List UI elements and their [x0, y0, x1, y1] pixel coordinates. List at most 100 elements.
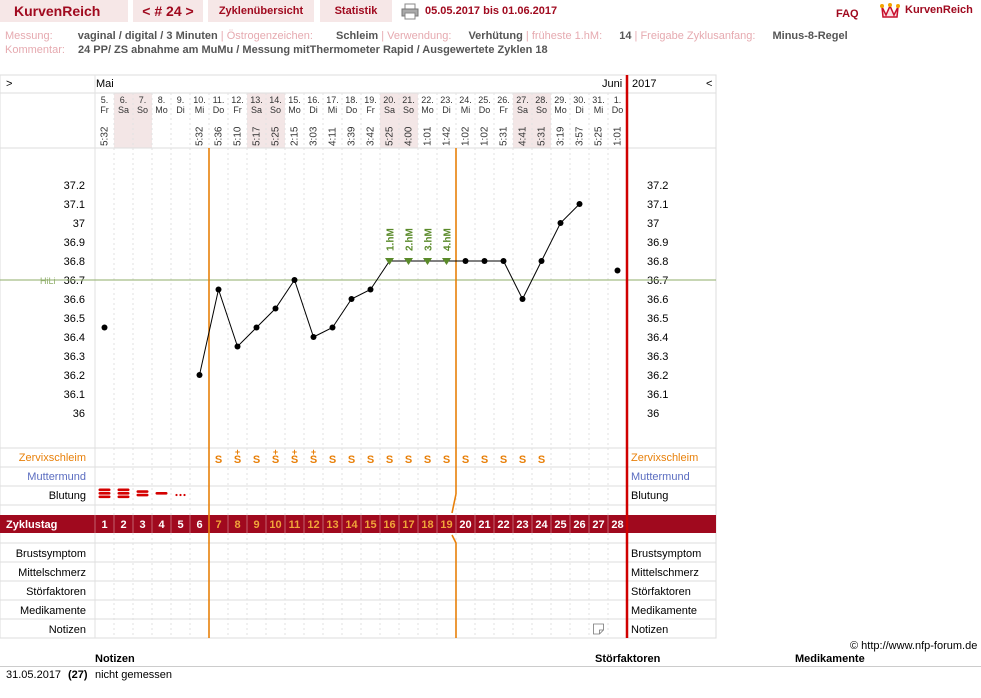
temperature-point: [481, 258, 488, 264]
tab-zyklenuebersicht[interactable]: Zyklenübersicht: [208, 0, 314, 22]
spotting-dot: [183, 493, 186, 497]
day-number: 7.: [139, 95, 147, 105]
notes-table-header: Notizen Störfaktoren Medikamente: [0, 653, 981, 665]
mucus-plus: +: [292, 447, 297, 457]
hm-label: 2.hM: [405, 228, 416, 251]
weekday: Mo: [554, 105, 567, 115]
cycle-day-number: 12: [307, 519, 319, 531]
weekday: Fr: [233, 105, 242, 115]
weekday: Mo: [155, 105, 168, 115]
y-tick-right: 37.2: [647, 180, 668, 192]
year: 2017: [632, 78, 656, 90]
cycle-day-number: 18: [421, 519, 433, 531]
infertile-end-kink: [451, 493, 457, 514]
weekday: Sa: [251, 105, 262, 115]
day-number: 30.: [573, 95, 586, 105]
weekday: Do: [213, 105, 225, 115]
day-number: 19.: [364, 95, 377, 105]
cycle-day-number: 27: [592, 519, 604, 531]
bleeding-mark: [136, 493, 149, 497]
day-number: 26.: [497, 95, 510, 105]
weekday: So: [270, 105, 281, 115]
mucus-mark: S: [329, 454, 336, 466]
measure-time: 1:01: [613, 126, 624, 146]
brand-title[interactable]: KurvenReich: [0, 0, 128, 22]
y-tick-right: 36.5: [647, 313, 668, 325]
bleeding-mark: [98, 488, 111, 492]
mucus-mark: S: [538, 454, 545, 466]
info-line-1: Messung: vaginal / digital / 3 Minuten |…: [5, 30, 848, 42]
cycle-day-number: 8: [234, 519, 240, 531]
day-number: 8.: [158, 95, 166, 105]
mucus-mark: S: [367, 454, 374, 466]
row-label-left: Muttermund: [27, 471, 86, 483]
cycle-nav[interactable]: < # 24 >: [133, 0, 203, 22]
y-tick-left: 36.9: [64, 237, 85, 249]
mucus-mark: S: [291, 454, 298, 466]
day-number: 1.: [614, 95, 622, 105]
tab-statistik[interactable]: Statistik: [320, 0, 392, 22]
temperature-point: [519, 296, 526, 302]
zyklustag-label: Zyklustag: [6, 519, 57, 531]
weekday: Mo: [288, 105, 301, 115]
printer-icon[interactable]: [401, 3, 419, 20]
bleeding-mark: [117, 495, 130, 499]
weekday: So: [536, 105, 547, 115]
y-tick-left: 36.7: [64, 275, 85, 287]
temperature-point: [348, 296, 355, 302]
day-number: 10.: [193, 95, 206, 105]
spotting-dot: [179, 493, 182, 497]
hm-marker: [404, 258, 413, 265]
cycle-day-number: 14: [345, 519, 358, 531]
bleeding-mark: [136, 490, 149, 493]
day-number: 24.: [459, 95, 472, 105]
cycle-day-number: 2: [120, 519, 126, 531]
weekend-shade: [399, 93, 418, 148]
y-tick-right: 36.4: [647, 332, 668, 344]
measure-time: 5:25: [594, 126, 605, 146]
y-tick-left: 37.2: [64, 180, 85, 192]
nav-left-icon: >: [6, 78, 12, 90]
month-start: Mai: [96, 78, 114, 90]
col-stoerfaktoren: Störfaktoren: [595, 653, 661, 665]
mucus-mark: S: [443, 454, 450, 466]
y-tick-left: 37: [73, 218, 85, 230]
logo-text: KurvenReich: [905, 4, 973, 16]
verwendung-value: Verhütung: [468, 30, 523, 42]
mucus-mark: S: [253, 454, 260, 466]
weekday: Mi: [328, 105, 338, 115]
faq-link[interactable]: FAQ: [836, 8, 859, 20]
mucus-mark: S: [481, 454, 488, 466]
cycle-day-number: 4: [158, 519, 165, 531]
weekday: Di: [176, 105, 185, 115]
temperature-point: [367, 286, 374, 293]
cycle-day-number: 3: [139, 519, 145, 531]
y-tick-right: 36.9: [647, 237, 668, 249]
messung-value: vaginal / digital / 3 Minuten: [77, 30, 218, 42]
nav-right-icon: <: [706, 78, 712, 90]
day-number: 22.: [421, 95, 434, 105]
row-label-left: Zervixschleim: [19, 452, 86, 464]
mucus-mark: S: [519, 454, 526, 466]
freigabe-value: Minus-8-Regel: [772, 30, 848, 42]
measure-time: 5:25: [385, 126, 396, 146]
col-medikamente: Medikamente: [795, 653, 865, 665]
bleeding-mark: [98, 495, 111, 499]
month-end: Juni: [602, 78, 622, 90]
measure-time: 5:31: [537, 126, 548, 146]
hili-label: HiLi: [40, 276, 56, 286]
weekend-shade: [133, 93, 152, 148]
oestrogen-label: Östrogenzeichen:: [226, 30, 313, 42]
day-number: 27.: [516, 95, 529, 105]
bleeding-mark: [98, 492, 111, 495]
chart-frame: [0, 74, 717, 639]
day-number: 20.: [383, 95, 396, 105]
day-number: 23.: [440, 95, 453, 105]
y-tick-right: 36.7: [647, 275, 668, 287]
hm-label: 3.hM: [424, 228, 435, 251]
row-label-right: Notizen: [631, 624, 668, 636]
hm-label: 1.hM: [386, 228, 397, 251]
hm-marker: [442, 258, 451, 265]
weekday: Di: [309, 105, 318, 115]
cycle-day-number: 5: [177, 519, 183, 531]
